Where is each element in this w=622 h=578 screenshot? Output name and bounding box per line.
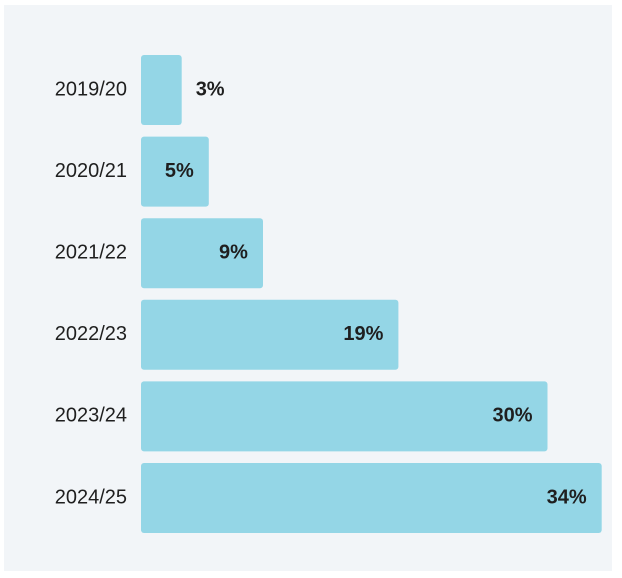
category-label: 2019/20 [55,78,127,100]
category-label: 2023/24 [55,405,127,427]
bar-2019-20 [141,55,182,125]
value-label: 9% [219,241,248,263]
bar-2022-23 [141,299,399,370]
category-label: 2021/22 [55,241,127,263]
value-label: 34% [547,486,587,508]
value-label: 19% [343,323,383,345]
bar-2023-24 [141,381,548,452]
category-label: 2024/25 [55,486,127,508]
category-label: 2022/23 [55,323,127,345]
value-label: 3% [196,78,225,100]
value-label: 5% [165,160,194,182]
bar-2024-25 [141,463,602,533]
value-label: 30% [492,405,532,427]
bar-2021-22 [141,218,263,289]
bar-2020-21 [141,136,209,207]
category-label: 2020/21 [55,160,127,182]
